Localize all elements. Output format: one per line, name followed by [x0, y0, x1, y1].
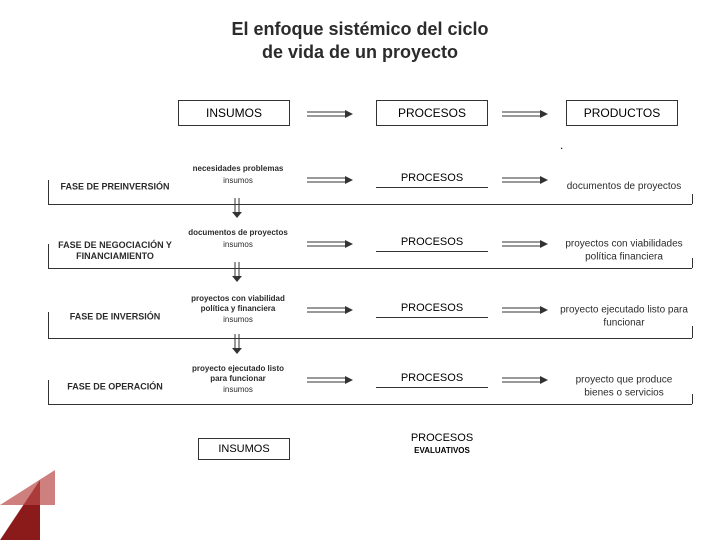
feedback-line [48, 268, 692, 269]
phase-label: FASE DE NEGOCIACIÓN Y FINANCIAMIENTO [56, 240, 174, 262]
feedback-line [692, 194, 693, 204]
bottom-procesos-title: PROCESOS [376, 432, 508, 444]
phase-row: FASE DE PREINVERSIÓN necesidades problem… [0, 160, 720, 214]
feedback-line [48, 338, 692, 339]
feedback-line [48, 204, 692, 205]
arrow-icon [502, 376, 548, 384]
feedback-line [48, 244, 49, 268]
header-insumos: INSUMOS [178, 100, 290, 126]
header-procesos: PROCESOS [376, 100, 488, 126]
bottom-insumos: INSUMOS [198, 438, 290, 460]
insumo-text: necesidades problemas insumos [188, 164, 288, 185]
feedback-line [48, 404, 692, 405]
procesos-box: PROCESOS [376, 372, 488, 388]
insumo-text: documentos de proyectos insumos [188, 228, 288, 249]
insumo-main: necesidades problemas [188, 164, 288, 174]
feedback-line [48, 380, 49, 404]
arrow-icon [307, 110, 353, 118]
feedback-line [692, 326, 693, 338]
header-productos: PRODUCTOS [566, 100, 678, 126]
producto-text: proyecto ejecutado listo para funcionar [560, 305, 688, 330]
insumo-text: proyectos con viabilidad política y fina… [188, 294, 288, 325]
phase-row: FASE DE INVERSIÓN proyectos con viabilid… [0, 290, 720, 344]
insumo-main: proyectos con viabilidad política y fina… [188, 294, 288, 313]
title-line-2: de vida de un proyecto [262, 42, 458, 62]
arrow-icon [502, 110, 548, 118]
feedback-line [48, 180, 49, 204]
insumo-sub: insumos [188, 176, 288, 186]
feedback-line [48, 312, 49, 338]
feedback-line [692, 258, 693, 268]
producto-text: proyecto que produce bienes o servicios [560, 375, 688, 400]
producto-text: documentos de proyectos [560, 181, 688, 194]
arrow-icon [307, 240, 353, 248]
phase-row: FASE DE OPERACIÓN proyecto ejecutado lis… [0, 360, 720, 414]
down-arrow-icon [232, 262, 242, 282]
insumo-sub: insumos [188, 315, 288, 325]
arrow-icon [502, 176, 548, 184]
phase-label: FASE DE PREINVERSIÓN [56, 182, 174, 193]
bottom-procesos: PROCESOS EVALUATIVOS [376, 432, 508, 455]
phase-label: FASE DE INVERSIÓN [56, 312, 174, 323]
insumo-main: proyecto ejecutado listo para funcionar [188, 364, 288, 383]
insumo-main: documentos de proyectos [188, 228, 288, 238]
arrow-icon [502, 306, 548, 314]
procesos-box: PROCESOS [376, 172, 488, 188]
arrow-icon [307, 176, 353, 184]
page-title: El enfoque sistémico del ciclo de vida d… [0, 0, 720, 65]
arrow-icon [502, 240, 548, 248]
phase-label: FASE DE OPERACIÓN [56, 382, 174, 393]
title-line-1: El enfoque sistémico del ciclo [231, 19, 488, 39]
bottom-procesos-sub: EVALUATIVOS [376, 446, 508, 455]
insumo-sub: insumos [188, 240, 288, 250]
insumo-sub: insumos [188, 385, 288, 395]
header-row: INSUMOS PROCESOS PRODUCTOS [0, 100, 720, 128]
down-arrow-icon [232, 198, 242, 218]
phase-row: FASE DE NEGOCIACIÓN Y FINANCIAMIENTO doc… [0, 224, 720, 278]
dot: . [560, 138, 563, 152]
procesos-box: PROCESOS [376, 236, 488, 252]
down-arrow-icon [232, 334, 242, 354]
procesos-box: PROCESOS [376, 302, 488, 318]
corner-accent [0, 480, 40, 540]
producto-text: proyectos con viabilidades política fina… [560, 239, 688, 264]
insumo-text: proyecto ejecutado listo para funcionar … [188, 364, 288, 395]
feedback-line [692, 394, 693, 404]
arrow-icon [307, 376, 353, 384]
arrow-icon [307, 306, 353, 314]
